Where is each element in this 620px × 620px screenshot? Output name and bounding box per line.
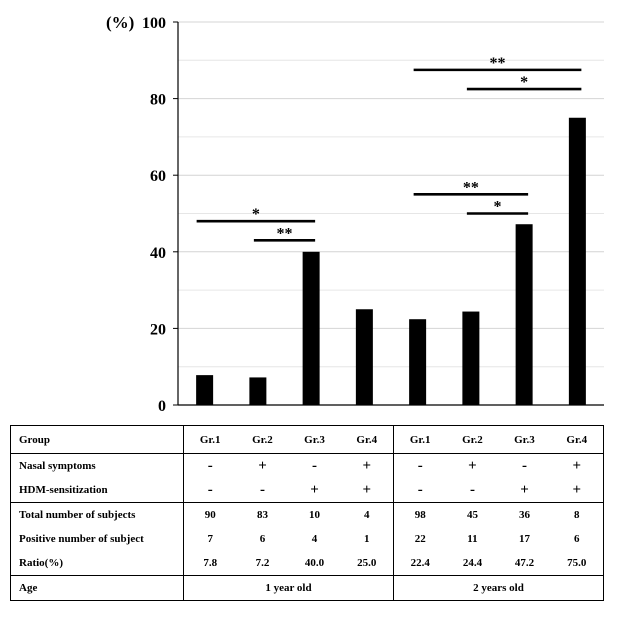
bar (515, 224, 533, 405)
positive-cell: 4 (311, 533, 318, 545)
ratio-cell: 24.4 (462, 557, 483, 569)
y-axis-label: (%) (106, 13, 134, 32)
total-cell: 83 (236, 502, 289, 527)
group-cell: Gr.4 (340, 425, 394, 454)
ratio-cell: 75.0 (550, 551, 605, 576)
ratio-cell: 7.2 (255, 557, 270, 569)
ratio-cell: 22.4 (392, 551, 447, 576)
y-axis: 0 20 40 60 80 100 (142, 15, 604, 415)
nasal-cell: + (468, 457, 477, 474)
nasal-cell: + (258, 457, 267, 474)
positive-cell: 7 (183, 527, 237, 551)
y-tick-label: 0 (158, 398, 166, 415)
significance-label: * (494, 199, 502, 216)
group-cell: Gr.2 (236, 425, 289, 454)
positive-cell: 6 (259, 533, 266, 545)
y-tick-label: 100 (142, 15, 166, 32)
total-cell: 8 (550, 502, 605, 527)
age-cell: 2 years old (392, 575, 605, 601)
age-cell: 1 year old (183, 575, 394, 601)
significance-label: ** (463, 179, 479, 196)
hdm-cell: + (362, 481, 372, 498)
bar (302, 251, 320, 405)
total-cell: 36 (498, 502, 551, 527)
total-cell: 90 (183, 502, 237, 527)
group-cell: Gr.1 (183, 425, 237, 454)
hdm-cell: + (310, 481, 319, 498)
ratio-cell: 40.0 (304, 557, 325, 569)
bar (409, 319, 427, 405)
nasal-cell: - (312, 457, 317, 474)
ratio-label: Ratio(%) (10, 551, 184, 576)
gridlines (178, 21, 604, 368)
hdm-cell: + (550, 478, 605, 503)
hdm-cell: - (259, 481, 265, 498)
bar (568, 117, 586, 405)
nasal-cell: + (362, 457, 372, 474)
significance-label: ** (490, 55, 506, 72)
total-cell: 4 (340, 502, 394, 527)
significance-brackets: ********* (196, 55, 582, 242)
bar (196, 375, 214, 405)
positive-cell: 6 (550, 527, 605, 551)
ratio-cell: 25.0 (357, 557, 377, 569)
group-cell: Gr.1 (392, 425, 447, 454)
group-cell: Gr.2 (446, 425, 499, 454)
positive-cell: 11 (467, 533, 478, 545)
significance-label: * (252, 206, 260, 223)
total-label: Total number of subjects (10, 502, 184, 527)
hdm-cell: - (392, 478, 447, 503)
group-cell: Gr.4 (550, 425, 605, 454)
nasal-label: Nasal symptoms (10, 453, 184, 478)
hdm-cell: + (520, 481, 529, 498)
nasal-cell: + (550, 453, 605, 478)
y-tick-label: 80 (150, 92, 166, 109)
positive-cell: 22 (392, 527, 447, 551)
group-label: Group (10, 425, 184, 454)
bar (249, 377, 267, 405)
group-table: Group Gr.1 Gr.2 Gr.3 Gr.4 Gr.1 Gr.2 Gr.3… (10, 425, 605, 601)
y-tick-label: 20 (150, 321, 166, 338)
hdm-cell: - (183, 478, 237, 503)
positive-cell: 1 (363, 533, 370, 545)
age-label: Age (10, 575, 184, 601)
bars (196, 117, 586, 405)
significance-label: * (520, 74, 528, 91)
positive-label: Positive number of subject (10, 527, 184, 551)
nasal-cell: - (521, 457, 527, 474)
bar (462, 311, 480, 405)
total-cell: 10 (288, 502, 341, 527)
ratio-cell: 47.2 (514, 557, 535, 569)
group-cell: Gr.3 (498, 425, 551, 454)
group-cell: Gr.3 (288, 425, 341, 454)
hdm-label: HDM-sensitization (10, 478, 184, 503)
nasal-cell: - (183, 453, 237, 478)
y-tick-label: 40 (150, 245, 166, 262)
bar (355, 309, 373, 405)
total-cell: 98 (392, 502, 447, 527)
significance-label: ** (277, 225, 293, 242)
positive-cell: 17 (518, 533, 530, 545)
hdm-cell: - (469, 481, 475, 498)
nasal-cell: - (392, 453, 447, 478)
total-cell: 45 (446, 502, 499, 527)
y-tick-label: 60 (150, 168, 166, 185)
ratio-cell: 7.8 (183, 551, 237, 576)
